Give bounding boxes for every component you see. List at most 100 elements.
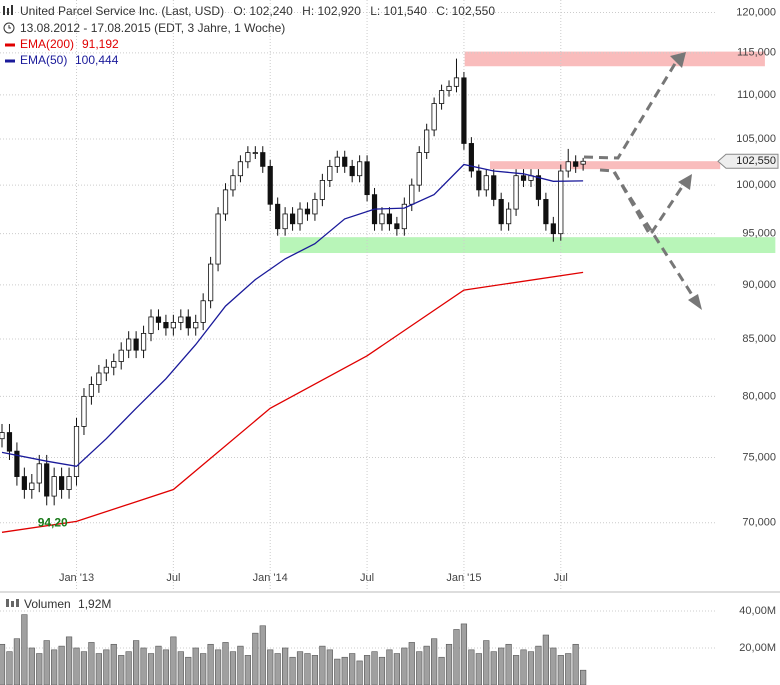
candle-body xyxy=(409,184,415,205)
volume-bar xyxy=(311,655,319,685)
candle-body xyxy=(6,432,13,452)
volume-bar xyxy=(58,645,65,685)
volume-bar xyxy=(445,643,453,685)
candle-body xyxy=(237,161,244,177)
volume-bar xyxy=(282,647,289,685)
x-tick-label: Jul xyxy=(554,572,568,584)
candle-body xyxy=(349,165,355,177)
subtitle: 13.08.2012 - 17.08.2015 (EDT, 3 Jahre, 1… xyxy=(20,21,285,35)
volume-bar xyxy=(527,651,535,685)
candle-body xyxy=(565,161,571,172)
volume-bar xyxy=(416,651,423,685)
candle-body xyxy=(126,338,132,351)
candle-body xyxy=(163,322,169,329)
arrow-rebound xyxy=(599,168,686,238)
candle-body xyxy=(0,432,5,440)
volume-value: 1,92M xyxy=(78,597,111,611)
volume-bar xyxy=(21,614,28,685)
candle-body xyxy=(520,175,527,181)
arrowhead xyxy=(678,174,692,190)
volume-bar xyxy=(289,656,296,685)
volume-bar xyxy=(535,645,542,685)
zones xyxy=(279,51,776,254)
volume-bar xyxy=(244,655,251,685)
candle-body xyxy=(483,175,489,191)
volume-bar xyxy=(296,651,304,685)
candle-body xyxy=(416,152,422,186)
y-tick-label: 105,000 xyxy=(736,133,776,145)
volume-bar xyxy=(363,655,371,685)
y-tick-label: 115,000 xyxy=(737,47,776,59)
candle-body xyxy=(312,199,318,215)
volume-bar xyxy=(304,653,311,685)
candle-body xyxy=(275,203,281,230)
candle-body xyxy=(51,476,57,497)
volume-bar xyxy=(103,649,110,685)
candle-body xyxy=(401,203,407,230)
candle-body xyxy=(36,463,42,484)
candle-body xyxy=(44,463,50,497)
volume-bar xyxy=(95,653,102,685)
candle-body xyxy=(103,366,109,374)
volume-bar xyxy=(371,651,378,685)
volume-bar xyxy=(229,651,237,685)
volume-bar xyxy=(274,653,281,685)
volume-bar xyxy=(334,658,341,685)
header: United Parcel Service Inc. (Last, USD) O… xyxy=(20,4,495,18)
volume-bar xyxy=(207,643,214,685)
candle-body xyxy=(431,103,437,131)
candle-body xyxy=(289,213,296,225)
candle-body xyxy=(334,156,340,167)
clock-icon xyxy=(3,22,15,34)
volume-bar xyxy=(200,653,207,685)
candle-body xyxy=(200,300,206,323)
candle-body xyxy=(394,223,400,230)
volume-bar xyxy=(73,647,80,685)
candle-body xyxy=(230,175,236,191)
legend-name: EMA(50) xyxy=(20,53,67,67)
volume-bar xyxy=(110,643,117,685)
volume-bar xyxy=(6,651,13,685)
candle-body xyxy=(386,213,393,225)
candle-body xyxy=(468,143,474,172)
volume-bar xyxy=(13,638,21,685)
legend-name: EMA(200) xyxy=(20,37,74,51)
x-tick-label: Jul xyxy=(166,572,180,584)
candle-body xyxy=(88,384,95,397)
volume-bar xyxy=(557,655,564,685)
candle-body xyxy=(267,165,273,205)
candle-body xyxy=(342,156,348,167)
volume-bar xyxy=(386,649,393,685)
volume-bar xyxy=(0,643,6,685)
candle-body xyxy=(535,175,542,200)
zone xyxy=(464,51,765,67)
y-tick-label: 120,000 xyxy=(736,6,776,18)
candle-body xyxy=(148,316,154,334)
candle-body xyxy=(178,316,184,323)
candle-body xyxy=(364,161,370,196)
volume-legend: Volumen 1,92M xyxy=(24,597,111,611)
last-price-label: 102,550 xyxy=(736,155,776,167)
last-price-tag xyxy=(717,153,779,169)
volume-bar xyxy=(192,647,199,685)
volume-bar xyxy=(28,647,35,685)
zone xyxy=(279,237,776,254)
candle-body xyxy=(379,213,385,225)
volume-bar xyxy=(326,649,333,685)
clock-icon xyxy=(8,25,11,29)
candle-body xyxy=(133,338,139,351)
volume-bar xyxy=(319,645,326,685)
volume-bar xyxy=(88,642,95,685)
quote: H: 102,920 xyxy=(302,4,361,18)
candle-body xyxy=(438,90,445,104)
volume-bar xyxy=(431,638,438,685)
marks xyxy=(0,58,587,685)
volume-bar xyxy=(580,669,587,685)
candle-body xyxy=(29,482,35,490)
icon xyxy=(6,599,9,607)
volume-name: Volumen xyxy=(24,597,71,611)
y-tick-label: 95,000 xyxy=(742,228,776,240)
candle-body xyxy=(215,213,221,265)
legend: EMA(200) 91,192 EMA(50) 100,444 xyxy=(5,37,119,67)
candle-body xyxy=(573,161,579,167)
